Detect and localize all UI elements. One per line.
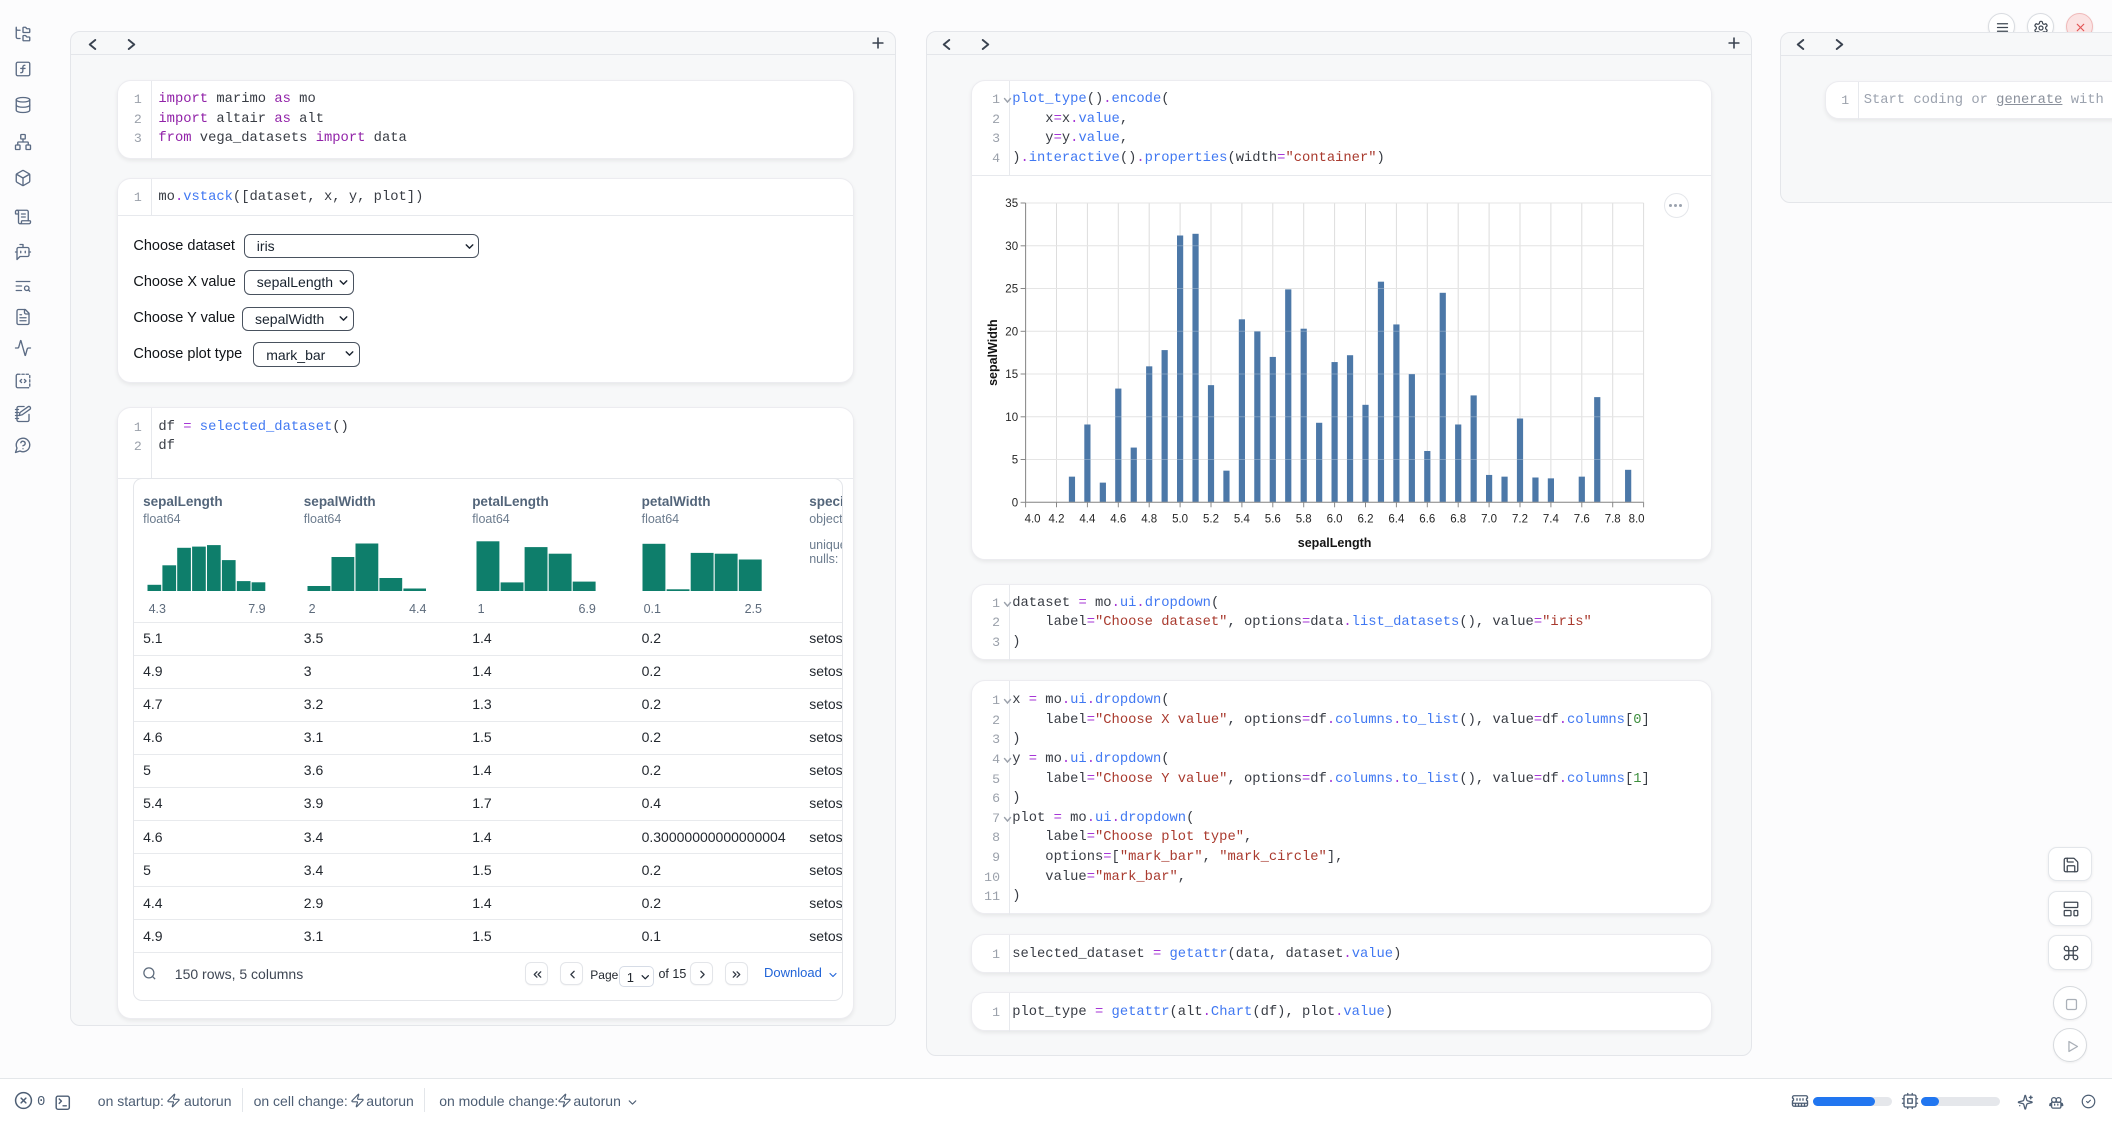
svg-text:5.6: 5.6 (1265, 513, 1281, 525)
svg-text:4.8: 4.8 (1141, 513, 1157, 525)
svg-text:5: 5 (1012, 455, 1018, 467)
svg-text:5.4: 5.4 (1234, 513, 1251, 525)
svg-text:5.0: 5.0 (1172, 513, 1188, 525)
svg-text:6.2: 6.2 (1358, 513, 1374, 525)
svg-text:5.8: 5.8 (1296, 513, 1312, 525)
svg-text:20: 20 (1005, 326, 1018, 338)
svg-text:15: 15 (1005, 369, 1018, 381)
svg-text:4.0: 4.0 (1025, 513, 1041, 525)
svg-text:0: 0 (1012, 497, 1018, 509)
svg-text:10: 10 (1005, 412, 1018, 424)
svg-text:7.4: 7.4 (1543, 513, 1560, 525)
svg-text:35: 35 (1005, 198, 1018, 210)
svg-text:7.8: 7.8 (1605, 513, 1621, 525)
svg-text:4.4: 4.4 (1079, 513, 1096, 525)
svg-text:sepalWidth: sepalWidth (986, 319, 1000, 386)
svg-text:6.6: 6.6 (1419, 513, 1435, 525)
svg-text:sepalLength: sepalLength (1298, 536, 1372, 550)
svg-text:4.6: 4.6 (1110, 513, 1126, 525)
svg-text:30: 30 (1005, 241, 1018, 253)
svg-text:5.2: 5.2 (1203, 513, 1219, 525)
svg-text:7.6: 7.6 (1574, 513, 1590, 525)
svg-text:6.0: 6.0 (1327, 513, 1343, 525)
svg-text:4.2: 4.2 (1049, 513, 1065, 525)
svg-text:25: 25 (1005, 284, 1018, 296)
svg-text:6.4: 6.4 (1388, 513, 1405, 525)
svg-text:6.8: 6.8 (1450, 513, 1466, 525)
svg-text:7.0: 7.0 (1481, 513, 1497, 525)
svg-text:8.0: 8.0 (1629, 513, 1645, 525)
svg-text:7.2: 7.2 (1512, 513, 1528, 525)
